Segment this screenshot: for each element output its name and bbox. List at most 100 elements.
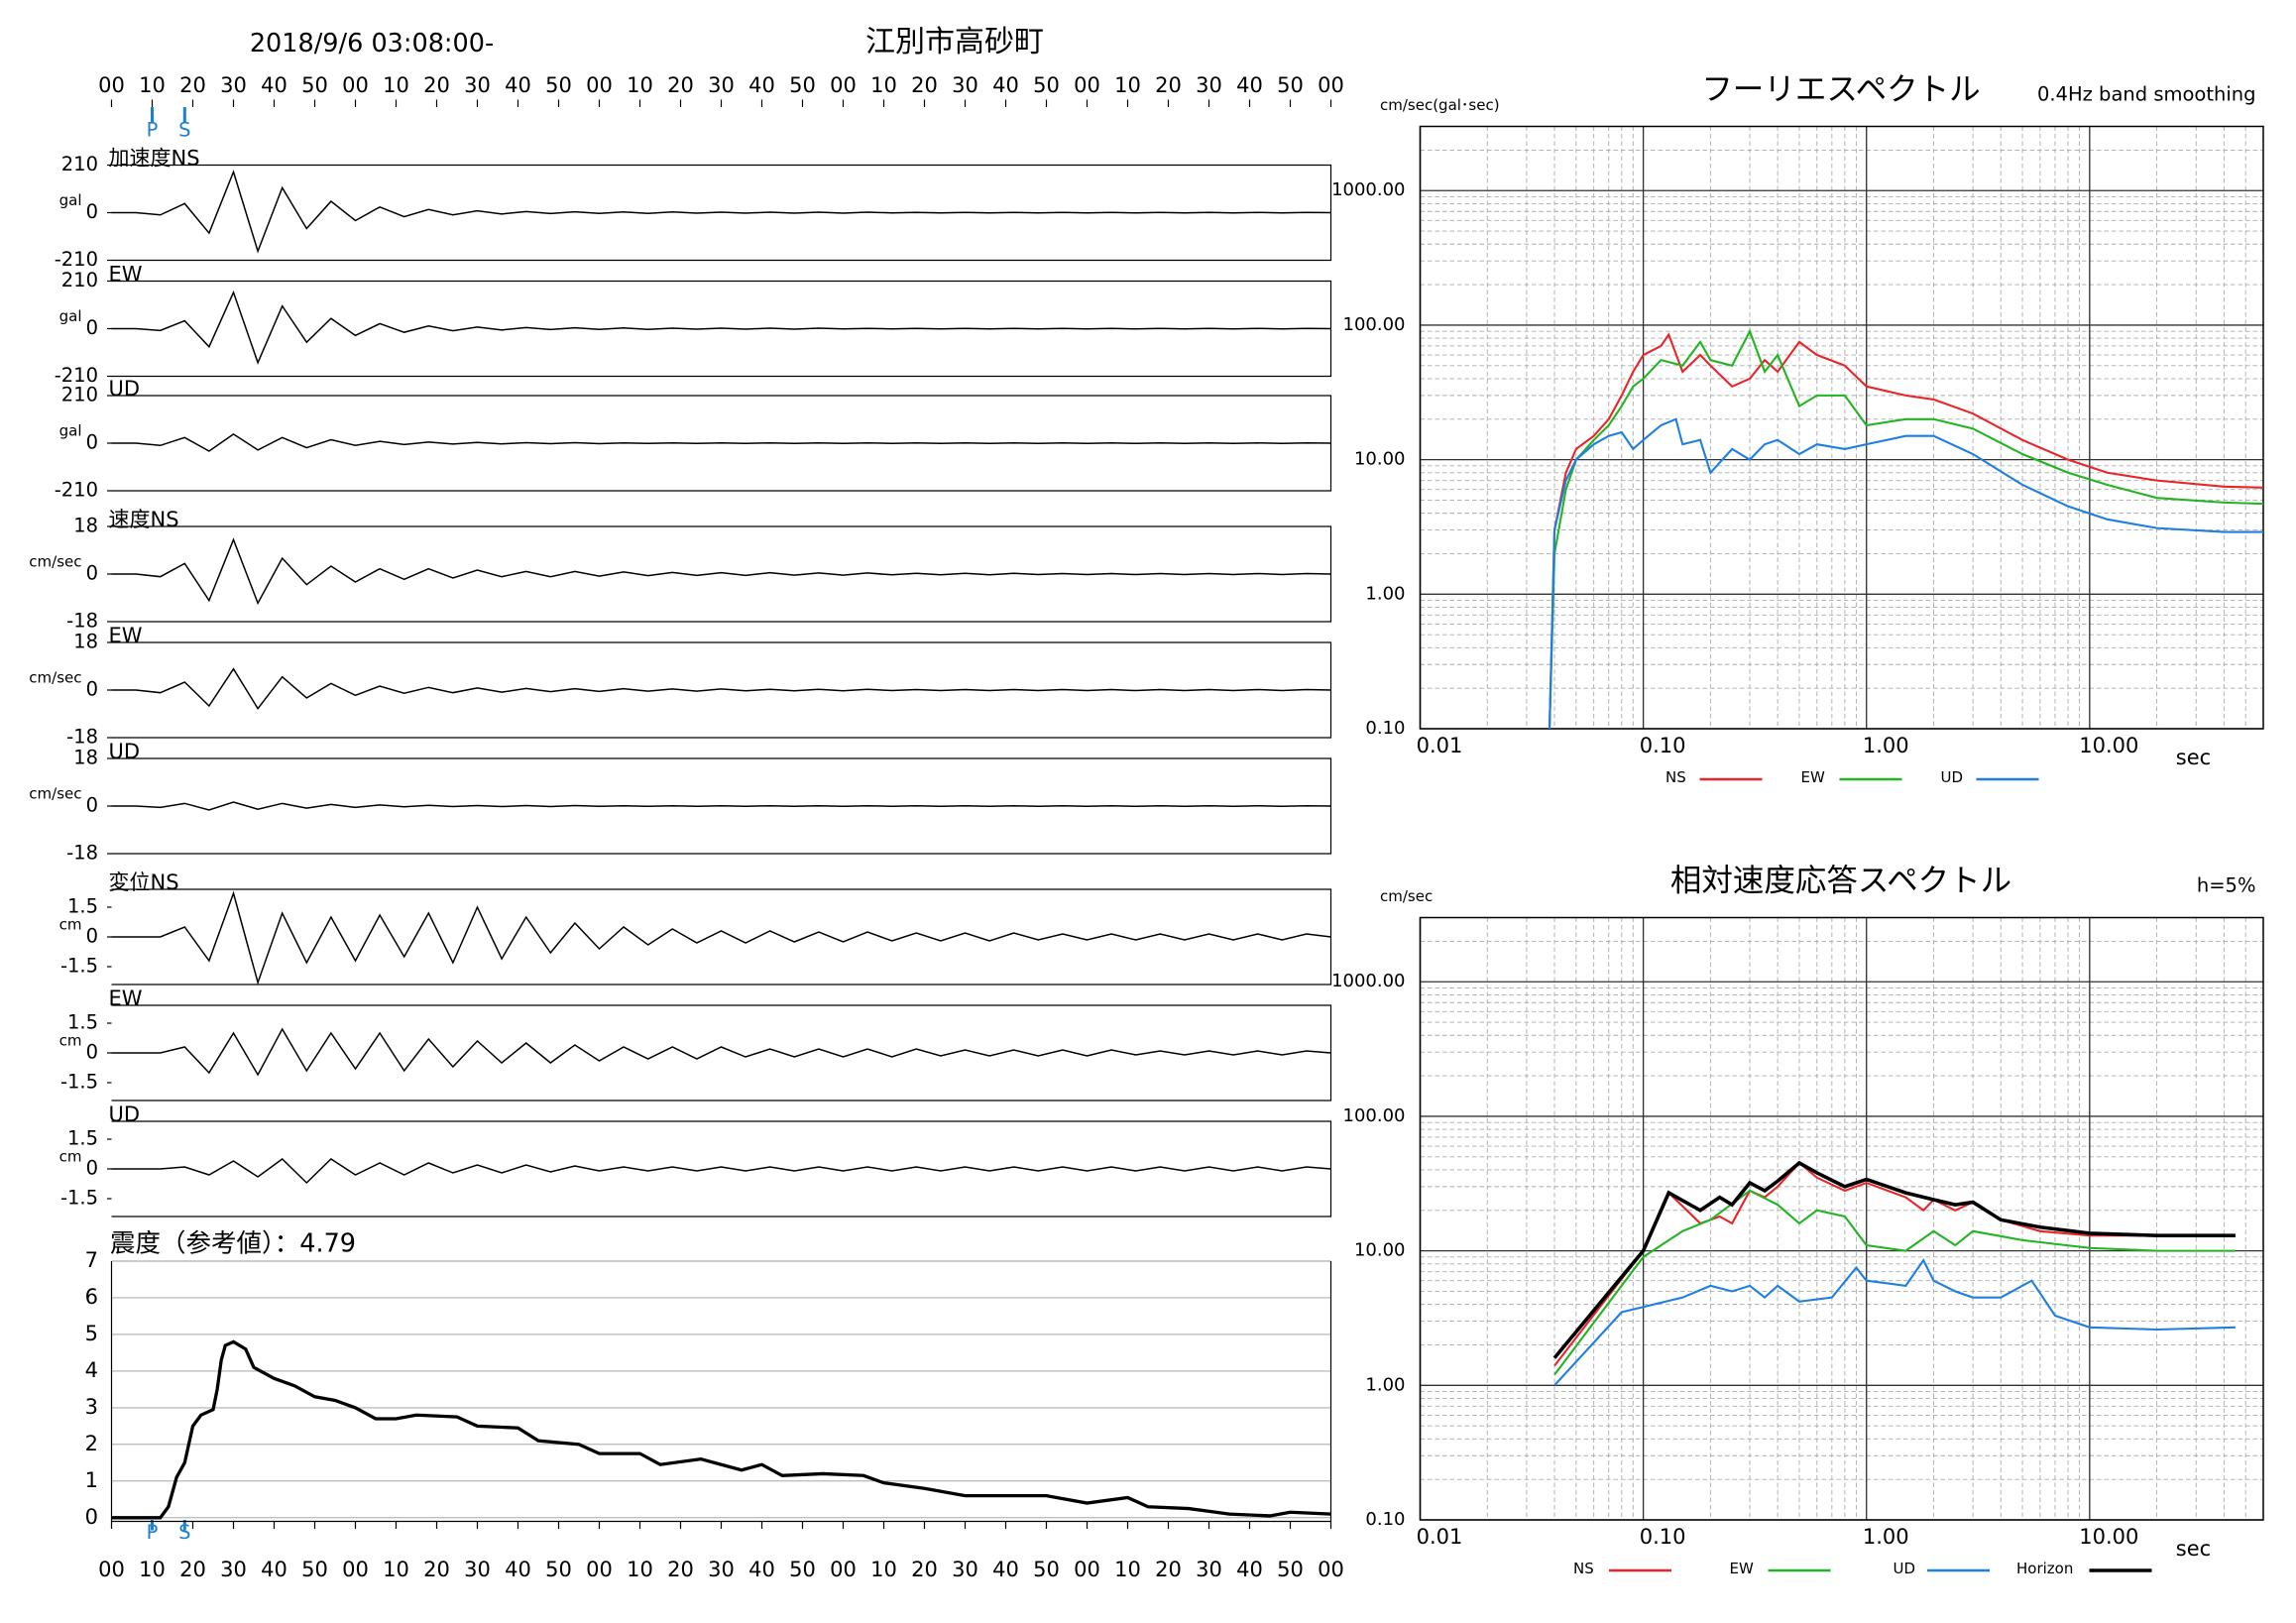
x-tick-label: 50 bbox=[301, 73, 328, 97]
x-tick-label: 00 bbox=[1318, 73, 1344, 97]
legend-label: EW bbox=[1801, 768, 1825, 786]
y-tick-label: 6 bbox=[85, 1285, 98, 1309]
phase-label: S bbox=[178, 1521, 190, 1544]
y-tick-label: 0 bbox=[86, 316, 98, 339]
x-tick-label: 20 bbox=[667, 1558, 694, 1581]
spectrum-line bbox=[1553, 1161, 2236, 1367]
phase-label: P bbox=[147, 119, 159, 142]
spectrum-line bbox=[1553, 1189, 2236, 1376]
spectrum-line bbox=[1552, 1160, 2236, 1359]
x-tick-label: 00 bbox=[1318, 1558, 1344, 1581]
y-tick-label: 1000.00 bbox=[1331, 179, 1405, 200]
legend-label: NS bbox=[1573, 1560, 1594, 1577]
phase-label: S bbox=[178, 119, 190, 142]
x-tick-label: 10 bbox=[383, 1558, 409, 1581]
unit-label: cm bbox=[59, 1032, 82, 1050]
x-tick-label: 0.01 bbox=[1417, 734, 1463, 757]
y-tick-label: -210 bbox=[55, 479, 98, 502]
x-tick-label: 50 bbox=[1033, 73, 1060, 97]
x-tick-label: 00 bbox=[342, 1558, 369, 1581]
y-tick-label: 0 bbox=[86, 1041, 98, 1064]
x-tick-label: 20 bbox=[179, 73, 206, 97]
y-tick-label: 5 bbox=[85, 1322, 98, 1345]
x-tick-label: 50 bbox=[301, 1558, 328, 1581]
y-tick-label: 10.00 bbox=[1354, 1240, 1406, 1261]
panel-name: UD bbox=[109, 740, 141, 763]
x-tick-label: 00 bbox=[830, 73, 857, 97]
y-tick-label: 0 bbox=[86, 562, 98, 585]
intensity-title: 震度（参考値）：4.79 bbox=[110, 1229, 356, 1259]
x-tick-label: 10 bbox=[139, 73, 166, 97]
x-tick-label: 30 bbox=[952, 1558, 978, 1581]
x-tick-label: 40 bbox=[992, 73, 1019, 97]
spectrum-title: 相対速度応答スペクトル bbox=[1670, 864, 2011, 899]
station-name: 江別市高砂町 bbox=[865, 25, 1044, 59]
y-tick-label: -1.5 bbox=[60, 955, 98, 978]
y-tick-label: 18 bbox=[73, 631, 98, 653]
x-tick-label: 00 bbox=[1074, 73, 1100, 97]
unit-label: cm bbox=[59, 1148, 82, 1166]
unit-label: gal bbox=[59, 422, 82, 440]
x-tick-label: 10 bbox=[1114, 73, 1141, 97]
plot-frame bbox=[110, 1261, 1332, 1523]
x-tick-label: 40 bbox=[505, 73, 531, 97]
y-tick-label: 10.00 bbox=[1354, 449, 1406, 470]
unit-label: gal bbox=[59, 307, 82, 325]
legend-label: UD bbox=[1941, 768, 1964, 786]
panel-name: EW bbox=[109, 624, 143, 647]
x-tick-label: 50 bbox=[1033, 1558, 1060, 1581]
x-tick-label: 40 bbox=[505, 1558, 531, 1581]
x-tick-label: 20 bbox=[1155, 1558, 1182, 1581]
x-tick-label: 40 bbox=[748, 73, 775, 97]
y-tick-label: 18 bbox=[73, 747, 98, 769]
x-tick-label: 00 bbox=[830, 1558, 857, 1581]
x-axis-unit: sec bbox=[2176, 1537, 2211, 1561]
y-tick-label: 0 bbox=[86, 200, 98, 223]
x-tick-label: 50 bbox=[1277, 1558, 1304, 1581]
panel-name: UD bbox=[109, 1102, 141, 1126]
x-tick-label: 30 bbox=[220, 1558, 247, 1581]
panel-name: 加速度NS bbox=[109, 147, 200, 171]
legend-label: EW bbox=[1730, 1560, 1754, 1577]
x-tick-label: 20 bbox=[911, 73, 938, 97]
x-tick-label: 50 bbox=[545, 73, 572, 97]
waveform bbox=[111, 1027, 1331, 1077]
waveform bbox=[111, 801, 1331, 811]
x-tick-label: 20 bbox=[667, 73, 694, 97]
x-tick-label: 00 bbox=[586, 73, 613, 97]
y-tick-label: 0 bbox=[86, 794, 98, 817]
x-tick-label: 10.00 bbox=[2079, 734, 2138, 757]
y-tick-label: 210 bbox=[61, 384, 98, 406]
y-tick-label: -210 bbox=[55, 364, 98, 387]
y-axis-unit: cm/sec(gal･sec) bbox=[1380, 96, 1500, 114]
x-tick-label: 40 bbox=[1236, 73, 1263, 97]
x-tick-label: 20 bbox=[911, 1558, 938, 1581]
y-tick-label: 100.00 bbox=[1343, 1105, 1406, 1126]
waveform bbox=[111, 432, 1331, 452]
y-tick-label: 4 bbox=[85, 1358, 98, 1382]
y-tick-label: 7 bbox=[85, 1248, 98, 1272]
x-tick-label: 00 bbox=[98, 73, 125, 97]
x-tick-label: 20 bbox=[423, 73, 450, 97]
panel-name: EW bbox=[109, 986, 143, 1010]
y-tick-label: -1.5 bbox=[60, 1187, 98, 1210]
x-tick-label: 10 bbox=[383, 73, 409, 97]
y-tick-label: 1000.00 bbox=[1331, 971, 1405, 991]
x-tick-label: 10.00 bbox=[2079, 1525, 2138, 1549]
y-tick-label: -18 bbox=[66, 842, 98, 865]
x-tick-label: 20 bbox=[1155, 73, 1182, 97]
y-tick-label: 1.5 bbox=[67, 1127, 98, 1150]
y-tick-label: 0 bbox=[86, 431, 98, 454]
x-axis-unit: sec bbox=[2176, 746, 2211, 769]
x-tick-label: 40 bbox=[261, 1558, 287, 1581]
x-tick-label: 0.01 bbox=[1417, 1525, 1463, 1549]
waveform bbox=[111, 667, 1331, 710]
y-tick-label: 1.5 bbox=[67, 1011, 98, 1034]
x-tick-label: 40 bbox=[1236, 1558, 1263, 1581]
y-tick-label: 3 bbox=[85, 1395, 98, 1419]
x-tick-label: 10 bbox=[870, 73, 897, 97]
y-tick-label: -18 bbox=[66, 610, 98, 633]
x-tick-label: 30 bbox=[1196, 1558, 1222, 1581]
legend-label: NS bbox=[1665, 768, 1686, 786]
waveform bbox=[111, 290, 1331, 365]
